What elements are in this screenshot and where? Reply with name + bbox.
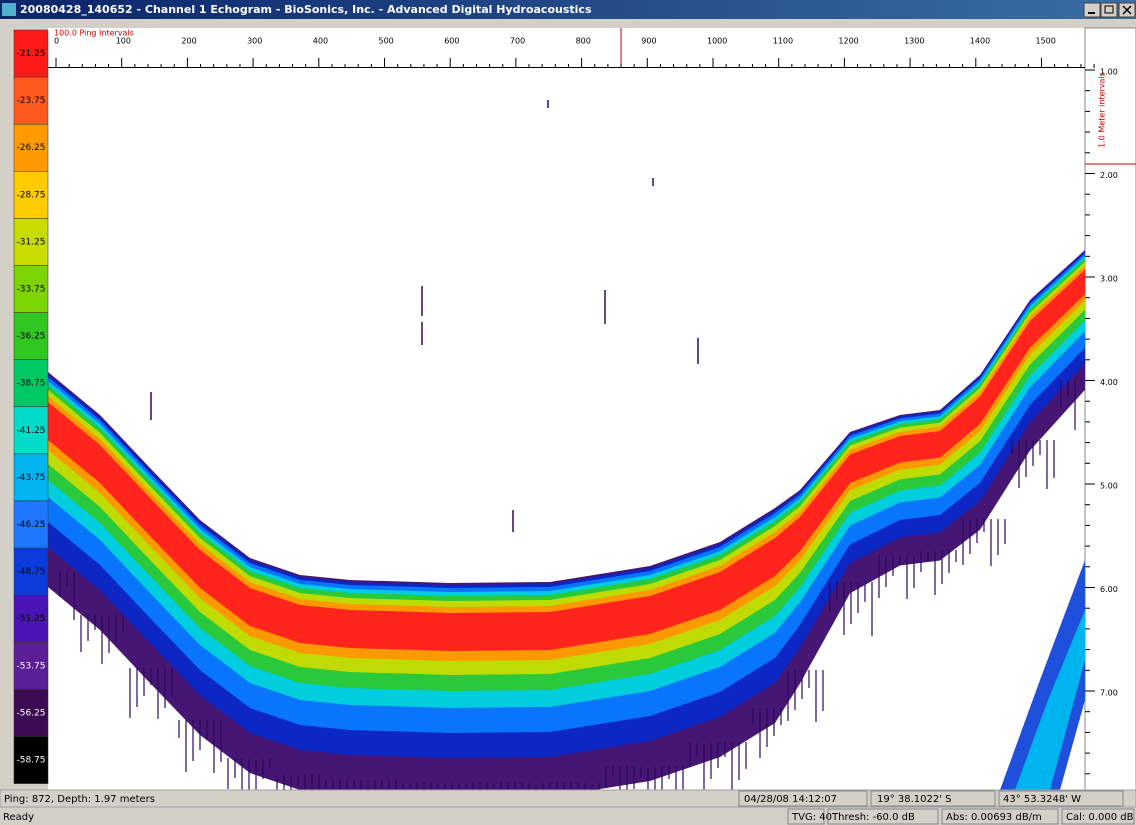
- longitude: 43° 53.3248' W: [1003, 794, 1081, 805]
- ping-tick-label: 400: [313, 37, 328, 46]
- color-scale-label: -48.75: [16, 567, 45, 577]
- ping-tick-label: 1400: [970, 37, 990, 46]
- color-scale-label: -36.25: [16, 332, 45, 342]
- color-scale-label: -43.75: [16, 473, 45, 483]
- latitude: 19° 38.1022' S: [877, 794, 952, 805]
- color-scale-label: -26.25: [16, 143, 45, 153]
- color-scale-label: -31.25: [16, 237, 45, 247]
- minimize-button[interactable]: [1084, 3, 1100, 17]
- depth-tick-label: 6.00: [1100, 585, 1118, 594]
- depth-tick-label: 5.00: [1100, 482, 1118, 491]
- color-scale-label: -38.75: [16, 379, 45, 389]
- ping-tick-label: 500: [379, 37, 394, 46]
- color-scale-label: -58.75: [16, 756, 45, 766]
- status-ready: Ready: [3, 812, 34, 823]
- ping-tick-label: 800: [576, 37, 591, 46]
- ping-tick-label: 1500: [1036, 37, 1056, 46]
- ping-tick-label: 100: [116, 37, 131, 46]
- window-buttons[interactable]: [1084, 3, 1135, 17]
- status-tvg: TVG: 40: [791, 812, 832, 823]
- depth-ruler: [1085, 28, 1136, 790]
- status-cal: Cal: 0.000 dB: [1066, 812, 1134, 823]
- ping-tick-label: 600: [444, 37, 459, 46]
- depth-tick-label: 7.00: [1100, 689, 1118, 698]
- color-scale-label: -28.75: [16, 190, 45, 200]
- ping-tick-label: 200: [181, 37, 196, 46]
- color-scale-label: -33.75: [16, 285, 45, 295]
- color-scale-label: -23.75: [16, 96, 45, 106]
- depth-tick-label: 1.00: [1100, 68, 1118, 77]
- info-bar: [0, 790, 1136, 807]
- ping-tick-label: 0: [54, 37, 59, 46]
- page: 20080428_140652 - Channel 1 Echogram - B…: [0, 0, 1136, 825]
- depth-tick-label: 2.00: [1100, 171, 1118, 180]
- ping-tick-label: 300: [247, 37, 262, 46]
- depth-tick-label: 4.00: [1100, 378, 1118, 387]
- color-scale-label: -41.25: [16, 426, 45, 436]
- depth-tick-label: 3.00: [1100, 275, 1118, 284]
- color-scale-label: -56.25: [16, 708, 45, 718]
- status-thresh: Thresh: -60.0 dB: [831, 812, 915, 823]
- ping-tick-label: 1300: [904, 37, 924, 46]
- ping-tick-label: 900: [641, 37, 656, 46]
- ping-tick-label: 1200: [838, 37, 858, 46]
- datetime: 04/28/08 14:12:07: [744, 794, 837, 805]
- ping-tick-label: 1100: [773, 37, 793, 46]
- ping-depth: Ping: 872, Depth: 1.97 meters: [4, 794, 155, 805]
- color-scale-label: -53.75: [16, 661, 45, 671]
- status-abs: Abs: 0.00693 dB/m: [946, 812, 1042, 823]
- ping-tick-label: 1000: [707, 37, 727, 46]
- app-icon: [2, 3, 16, 16]
- ping-ruler: [48, 28, 1085, 68]
- maximize-button[interactable]: [1101, 3, 1117, 17]
- color-scale-label: -51.25: [16, 614, 45, 624]
- depth-ruler-label: 1.0 Meter intervals: [1098, 72, 1107, 148]
- window-title: 20080428_140652 - Channel 1 Echogram - B…: [20, 3, 592, 16]
- ping-tick-label: 700: [510, 37, 525, 46]
- color-scale-label: -21.25: [16, 49, 45, 59]
- app-window: 20080428_140652 - Channel 1 Echogram - B…: [0, 0, 1136, 825]
- color-scale-label: -46.25: [16, 520, 45, 530]
